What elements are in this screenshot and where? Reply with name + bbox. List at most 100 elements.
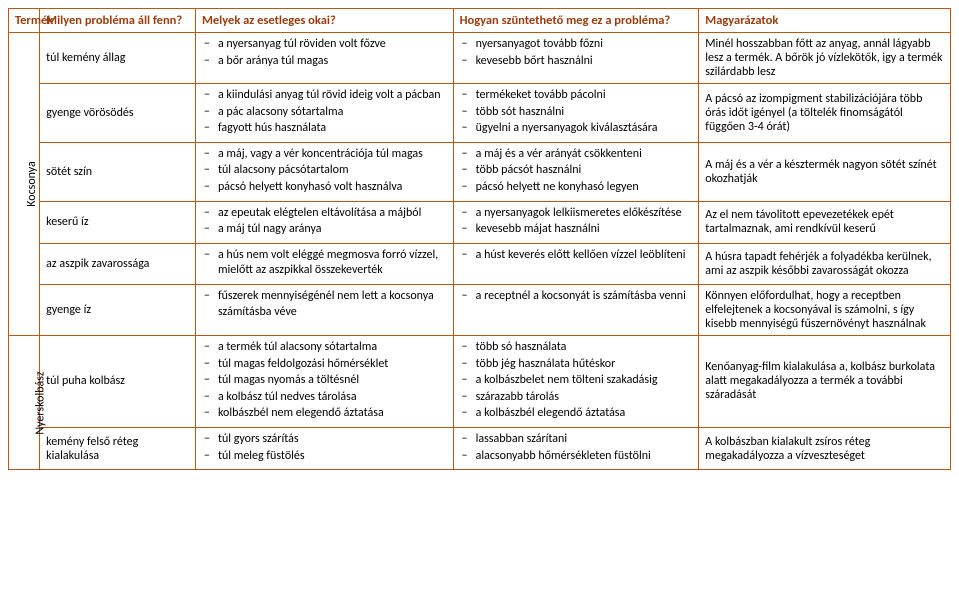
product-group-cell: Kocsonya bbox=[9, 33, 40, 336]
item-list: több só használatatöbb jég használata hű… bbox=[460, 340, 693, 422]
list-item: a máj, vagy a vér koncentrációja túl mag… bbox=[216, 147, 447, 163]
table-row: gyenge íz fűszerek mennyiségénél nem lett… bbox=[9, 284, 951, 335]
problem-cell: az aszpik zavarossága bbox=[40, 243, 196, 284]
fix-cell: a nyersanyagok lelkiismeretes előkészíté… bbox=[453, 201, 699, 243]
list-item: túl alacsony pácsótartalom bbox=[216, 163, 447, 179]
explain-cell: A pácsó az izompigment stabilizációjára … bbox=[699, 84, 951, 143]
list-item: túl magas feldolgozási hőmérséklet bbox=[216, 357, 447, 373]
problem-cell: keserű íz bbox=[40, 201, 196, 243]
list-item: termékeket tovább pácolni bbox=[474, 88, 693, 104]
item-list: túl gyors szárítástúl meleg füstölés bbox=[202, 432, 447, 464]
list-item: a máj túl nagy aránya bbox=[216, 222, 447, 238]
item-list: a hús nem volt eléggé megmosva forró víz… bbox=[202, 248, 447, 279]
causes-cell: a termék túl alacsony sótartalmatúl maga… bbox=[195, 335, 453, 427]
item-list: a húst keverés előtt kellően vízzel leöb… bbox=[460, 248, 693, 264]
item-list: a máj, vagy a vér koncentrációja túl mag… bbox=[202, 147, 447, 196]
table-row: az aszpik zavarosságaa hús nem volt elég… bbox=[9, 243, 951, 284]
list-item: fűszerek mennyiségénél nem lett a kocson… bbox=[216, 289, 447, 320]
list-item: kolbászbél nem elegendő áztatása bbox=[216, 406, 447, 422]
list-item: a termék túl alacsony sótartalma bbox=[216, 340, 447, 356]
list-item: túl gyors szárítás bbox=[216, 432, 447, 448]
causes-cell: a máj, vagy a vér koncentrációja túl mag… bbox=[195, 142, 453, 201]
explain-cell: Kenőanyag-film kialakulása a, kolbász bu… bbox=[699, 335, 951, 427]
item-list: a receptnél a kocsonyát is számításba ve… bbox=[460, 289, 693, 305]
list-item: több jég használata hűtéskor bbox=[474, 357, 693, 373]
list-item: nyersanyagot tovább főzni bbox=[474, 37, 693, 53]
product-group-cell: Nyerskolbász bbox=[9, 335, 40, 469]
table-row: Nyerskolbásztúl puha kolbásza termék túl… bbox=[9, 335, 951, 427]
item-list: a termék túl alacsony sótartalmatúl maga… bbox=[202, 340, 447, 422]
list-item: szárazabb tárolás bbox=[474, 390, 693, 406]
problem-cell: túl kemény állag bbox=[40, 33, 196, 84]
table-row: kemény felső réteg kialakulásatúl gyors … bbox=[9, 427, 951, 469]
problem-cell: sötét szín bbox=[40, 142, 196, 201]
problem-cell: túl puha kolbász bbox=[40, 335, 196, 427]
header-explain: Magyarázatok bbox=[699, 9, 951, 33]
list-item: a kolbász túl nedves tárolása bbox=[216, 390, 447, 406]
list-item: több sót használni bbox=[474, 105, 693, 121]
list-item: túl magas nyomás a töltésnél bbox=[216, 373, 447, 389]
fix-cell: termékeket tovább pácolnitöbb sót haszná… bbox=[453, 84, 699, 143]
list-item: a pác alacsony sótartalma bbox=[216, 105, 447, 121]
list-item: a receptnél a kocsonyát is számításba ve… bbox=[474, 289, 693, 305]
explain-cell: Minél hosszabban főtt az anyag, annál lá… bbox=[699, 33, 951, 84]
fix-cell: több só használatatöbb jég használata hű… bbox=[453, 335, 699, 427]
list-item: több só használata bbox=[474, 340, 693, 356]
header-row: Termék Milyen probléma áll fenn? Melyek … bbox=[9, 9, 951, 33]
item-list: termékeket tovább pácolnitöbb sót haszná… bbox=[460, 88, 693, 137]
explain-cell: Az el nem távolitott epevezetékek epét t… bbox=[699, 201, 951, 243]
fix-cell: nyersanyagot tovább főznikevesebb bőrt h… bbox=[453, 33, 699, 84]
product-group-label: Kocsonya bbox=[25, 161, 39, 207]
list-item: a kolbászbelet nem tölteni szakadásig bbox=[474, 373, 693, 389]
problem-cell: kemény felső réteg kialakulása bbox=[40, 427, 196, 469]
header-causes: Melyek az esetleges okai? bbox=[195, 9, 453, 33]
causes-cell: a nyersanyag túl röviden volt főzvea bőr… bbox=[195, 33, 453, 84]
explain-cell: A húsra tapadt fehérjék a folyadékba ker… bbox=[699, 243, 951, 284]
fix-cell: a receptnél a kocsonyát is számításba ve… bbox=[453, 284, 699, 335]
list-item: ügyelni a nyersanyagok kiválasztására bbox=[474, 121, 693, 137]
list-item: a nyersanyag túl röviden volt főzve bbox=[216, 37, 447, 53]
explain-cell: A kolbászban kialakult zsíros réteg mega… bbox=[699, 427, 951, 469]
item-list: lassabban szárítanialacsonyabb hőmérsékl… bbox=[460, 432, 693, 464]
list-item: a bőr aránya túl magas bbox=[216, 54, 447, 70]
product-group-label: Nyerskolbász bbox=[34, 371, 48, 434]
table-row: gyenge vörösödés a kiindulási anyag túl r… bbox=[9, 84, 951, 143]
troubleshooting-table: Termék Milyen probléma áll fenn? Melyek … bbox=[8, 8, 951, 470]
list-item: alacsonyabb hőmérsékleten füstölni bbox=[474, 449, 693, 465]
list-item: több pácsót használni bbox=[474, 163, 693, 179]
list-item: fagyott hús használata bbox=[216, 121, 447, 137]
list-item: kevesebb bőrt használni bbox=[474, 54, 693, 70]
explain-cell: A máj és a vér a késztermék nagyon sötét… bbox=[699, 142, 951, 201]
fix-cell: lassabban szárítanialacsonyabb hőmérsékl… bbox=[453, 427, 699, 469]
fix-cell: a máj és a vér arányát csökkentenitöbb p… bbox=[453, 142, 699, 201]
list-item: a húst keverés előtt kellően vízzel leöb… bbox=[474, 248, 693, 264]
causes-cell: túl gyors szárítástúl meleg füstölés bbox=[195, 427, 453, 469]
list-item: a kolbászbél elegendő áztatása bbox=[474, 406, 693, 422]
table-row: Kocsonyatúl kemény állaga nyersanyag túl… bbox=[9, 33, 951, 84]
problem-cell: gyenge íz bbox=[40, 284, 196, 335]
causes-cell: fűszerek mennyiségénél nem lett a kocson… bbox=[195, 284, 453, 335]
table-row: keserű ízaz epeutak elégtelen eltávolítá… bbox=[9, 201, 951, 243]
causes-cell: az epeutak elégtelen eltávolítása a májb… bbox=[195, 201, 453, 243]
header-problem: Milyen probléma áll fenn? bbox=[40, 9, 196, 33]
list-item: a kiindulási anyag túl rövid ideig volt … bbox=[216, 88, 447, 104]
list-item: a máj és a vér arányát csökkenteni bbox=[474, 147, 693, 163]
item-list: nyersanyagot tovább főznikevesebb bőrt h… bbox=[460, 37, 693, 69]
list-item: túl meleg füstölés bbox=[216, 449, 447, 465]
item-list: a nyersanyagok lelkiismeretes előkészíté… bbox=[460, 206, 693, 238]
item-list: a nyersanyag túl röviden volt főzvea bőr… bbox=[202, 37, 447, 69]
header-fix: Hogyan szüntethető meg ez a probléma? bbox=[453, 9, 699, 33]
list-item: lassabban szárítani bbox=[474, 432, 693, 448]
causes-cell: a kiindulási anyag túl rövid ideig volt … bbox=[195, 84, 453, 143]
table-row: sötét szín a máj, vagy a vér koncentráció… bbox=[9, 142, 951, 201]
problem-cell: gyenge vörösödés bbox=[40, 84, 196, 143]
header-product: Termék bbox=[9, 9, 40, 33]
list-item: pácsó helyett ne konyhasó legyen bbox=[474, 180, 693, 196]
item-list: a máj és a vér arányát csökkentenitöbb p… bbox=[460, 147, 693, 196]
fix-cell: a húst keverés előtt kellően vízzel leöb… bbox=[453, 243, 699, 284]
item-list: fűszerek mennyiségénél nem lett a kocson… bbox=[202, 289, 447, 320]
item-list: az epeutak elégtelen eltávolítása a májb… bbox=[202, 206, 447, 238]
item-list: a kiindulási anyag túl rövid ideig volt … bbox=[202, 88, 447, 137]
list-item: kevesebb májat használni bbox=[474, 222, 693, 238]
list-item: a nyersanyagok lelkiismeretes előkészíté… bbox=[474, 206, 693, 222]
